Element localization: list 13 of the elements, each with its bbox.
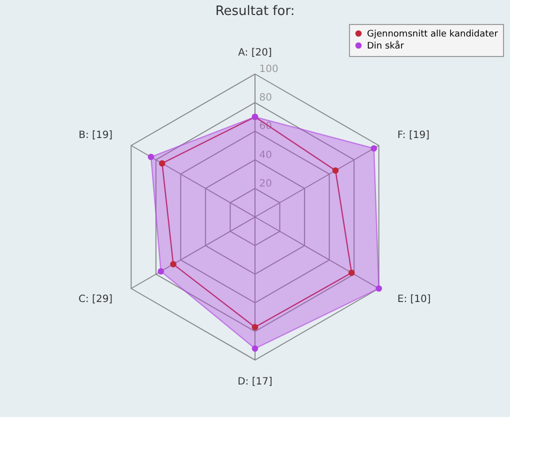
spoke-label: D: [17] [238, 376, 272, 388]
spoke-label: C: [29] [78, 294, 113, 306]
y-tick-label: 20 [259, 178, 272, 190]
y-tick-label: 100 [259, 64, 278, 75]
y-tick-label: 40 [259, 150, 272, 161]
spoke-label: F: [19] [397, 130, 430, 141]
spoke-label: E: [10] [397, 294, 431, 306]
chart-title: Resultat for: [215, 4, 295, 19]
y-tick-label: 80 [259, 92, 272, 104]
spoke-label: B: [19] [78, 130, 113, 141]
legend-label: Din skår [367, 40, 404, 52]
legend-label: Gjennomsnitt alle kandidater [367, 30, 498, 40]
spoke-label: A: [20] [238, 48, 272, 59]
